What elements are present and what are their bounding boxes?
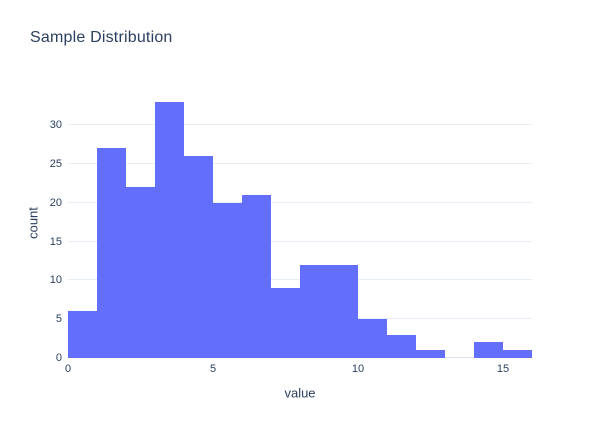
y-gridline	[68, 240, 532, 242]
plot-area	[68, 87, 532, 358]
histogram-bar[interactable]	[213, 202, 242, 358]
histogram-bar[interactable]	[387, 334, 416, 358]
x-tick-label: 10	[351, 363, 365, 375]
histogram-bar[interactable]	[126, 187, 155, 358]
y-gridline	[68, 201, 532, 203]
x-axis-title: value	[284, 385, 316, 401]
histogram-bar[interactable]	[97, 148, 126, 358]
histogram-bar[interactable]	[503, 350, 532, 358]
y-tick-label: 0	[55, 352, 62, 364]
x-tick-label: 0	[64, 363, 72, 375]
histogram-bar[interactable]	[184, 156, 213, 358]
y-tick-label: 20	[49, 196, 62, 209]
histogram-bar[interactable]	[416, 350, 445, 358]
histogram-bar[interactable]	[271, 288, 300, 358]
x-tick-label: 15	[496, 363, 510, 375]
histogram-bar[interactable]	[329, 264, 358, 358]
y-tick-label: 25	[49, 157, 62, 170]
histogram-bar[interactable]	[155, 101, 184, 358]
y-gridline	[68, 124, 532, 126]
histogram-bar[interactable]	[474, 342, 503, 358]
histogram-bar[interactable]	[242, 194, 271, 358]
y-gridline	[68, 162, 532, 164]
chart-title: Sample Distribution	[30, 29, 173, 46]
x-tick-label: 5	[209, 363, 217, 375]
histogram-bar[interactable]	[300, 264, 329, 358]
histogram-bar[interactable]	[68, 311, 97, 358]
histogram-bar[interactable]	[358, 319, 387, 358]
y-tick-label: 15	[49, 235, 62, 248]
y-tick-label: 30	[49, 119, 62, 132]
y-tick-label: 5	[55, 313, 62, 326]
y-tick-label: 10	[49, 274, 62, 287]
